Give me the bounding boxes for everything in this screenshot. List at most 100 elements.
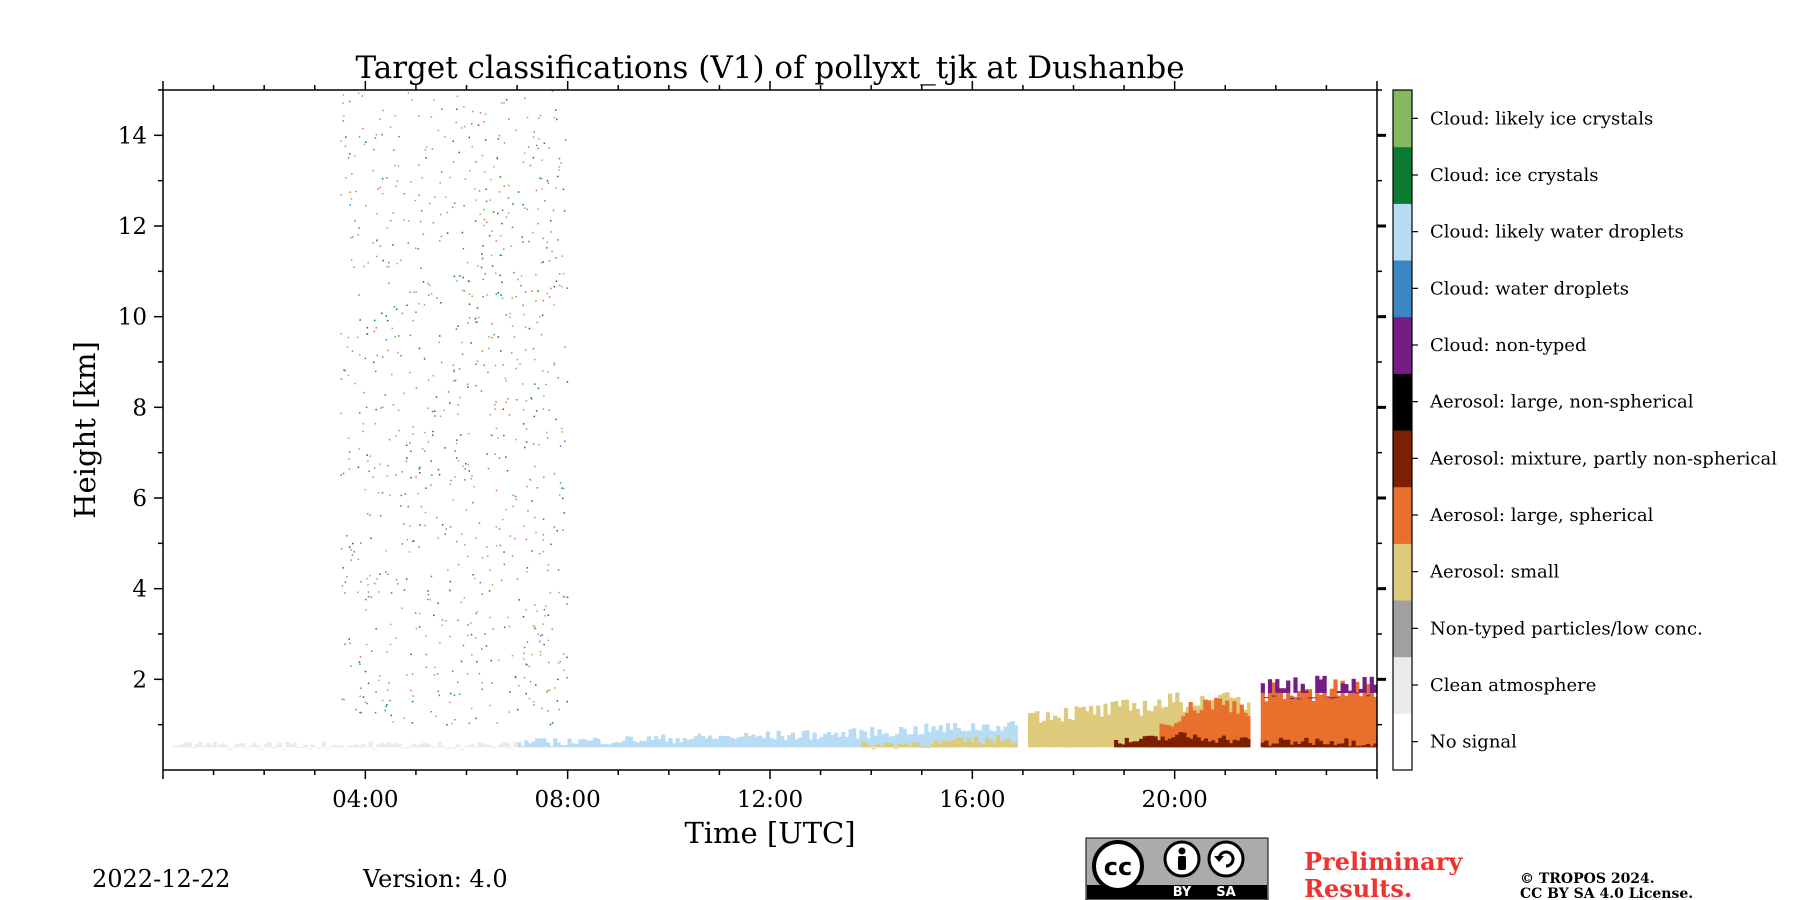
noise-pixel <box>484 113 487 115</box>
region-cell <box>1355 681 1360 748</box>
noise-pixel <box>407 92 410 94</box>
noise-pixel <box>534 383 536 385</box>
noise-pixel <box>536 610 538 612</box>
noise-pixel <box>408 551 411 553</box>
noise-pixel <box>474 220 477 222</box>
noise-pixel <box>440 361 443 364</box>
noise-pixel <box>386 227 388 229</box>
region-cell <box>882 742 888 748</box>
region-cell <box>191 747 196 749</box>
region-cell <box>578 739 583 748</box>
noise-pixel <box>542 261 544 263</box>
noise-pixel <box>562 497 564 500</box>
noise-pixel <box>491 584 494 586</box>
noise-pixel <box>537 222 539 225</box>
noise-pixel <box>410 450 412 453</box>
region-cell <box>899 726 904 748</box>
noise-pixel <box>388 682 390 684</box>
noise-pixel <box>526 664 529 666</box>
noise-pixel <box>501 297 504 300</box>
region-cell <box>299 746 304 748</box>
noise-pixel <box>548 296 551 298</box>
region-cell <box>1132 703 1137 748</box>
noise-pixel <box>491 230 493 233</box>
region-cell <box>754 736 760 748</box>
region-cell <box>1246 716 1252 748</box>
noise-pixel <box>555 109 557 111</box>
noise-pixel <box>550 543 552 546</box>
noise-pixel <box>373 361 375 363</box>
region-cell <box>643 740 648 748</box>
region-cell <box>1099 716 1104 748</box>
noise-pixel <box>502 408 505 410</box>
noise-pixel <box>381 177 384 180</box>
noise-pixel <box>526 116 529 119</box>
noise-pixel <box>385 315 387 317</box>
noise-pixel <box>503 185 505 187</box>
noise-pixel <box>344 145 347 147</box>
region-cell <box>1203 699 1208 748</box>
noise-pixel <box>418 612 421 615</box>
region-cell <box>1243 737 1248 748</box>
noise-pixel <box>415 311 417 313</box>
noise-pixel <box>453 370 455 373</box>
region-cell <box>1355 692 1360 694</box>
noise-pixel <box>385 571 387 573</box>
region-cell <box>1362 745 1367 748</box>
noise-pixel <box>501 209 504 211</box>
noise-pixel <box>431 410 434 413</box>
noise-pixel <box>348 638 350 640</box>
noise-pixel <box>394 164 396 167</box>
noise-pixel <box>439 335 441 337</box>
noise-pixel <box>514 676 517 678</box>
noise-pixel <box>489 616 491 619</box>
region-cell <box>736 737 741 748</box>
region-cell <box>1207 741 1212 748</box>
region-cell <box>917 734 922 748</box>
noise-pixel <box>557 175 559 178</box>
noise-pixel <box>467 280 470 282</box>
noise-pixel <box>387 464 389 467</box>
region-cell <box>715 738 720 748</box>
noise-pixel <box>548 409 550 411</box>
noise-pixel <box>384 709 386 712</box>
y-tick-label: 10 <box>118 305 147 331</box>
noise-pixel <box>471 295 473 297</box>
noise-pixel <box>463 290 466 292</box>
noise-pixel <box>381 134 383 136</box>
region-cell <box>1085 711 1090 748</box>
region-cell <box>977 742 982 748</box>
noise-pixel <box>522 161 525 163</box>
noise-pixel <box>516 578 519 580</box>
noise-pixel <box>495 526 498 528</box>
noise-pixel <box>470 707 473 710</box>
region-cell <box>245 748 250 749</box>
noise-pixel <box>348 100 351 103</box>
noise-pixel <box>440 171 443 173</box>
noise-pixel <box>427 407 429 409</box>
noise-pixel <box>418 164 420 166</box>
noise-pixel <box>495 544 498 547</box>
noise-pixel <box>522 423 525 425</box>
noise-pixel <box>508 711 511 713</box>
noise-pixel <box>350 237 352 239</box>
noise-pixel <box>443 409 445 412</box>
region-cell <box>893 747 899 749</box>
noise-pixel <box>563 512 565 514</box>
noise-pixel <box>366 578 368 580</box>
noise-pixel <box>350 549 352 551</box>
noise-pixel <box>476 307 479 309</box>
noise-pixel <box>541 370 544 372</box>
noise-pixel <box>546 247 548 249</box>
region-cell <box>1153 705 1158 748</box>
region-cell <box>375 744 381 748</box>
noise-pixel <box>373 330 376 333</box>
noise-pixel <box>534 604 536 606</box>
region-cell <box>480 743 486 748</box>
preliminary-line2: Results. <box>1304 874 1412 900</box>
noise-pixel <box>406 457 408 459</box>
noise-pixel <box>516 358 518 361</box>
noise-pixel <box>476 321 478 323</box>
region-cell <box>216 745 221 748</box>
noise-pixel <box>489 178 492 181</box>
